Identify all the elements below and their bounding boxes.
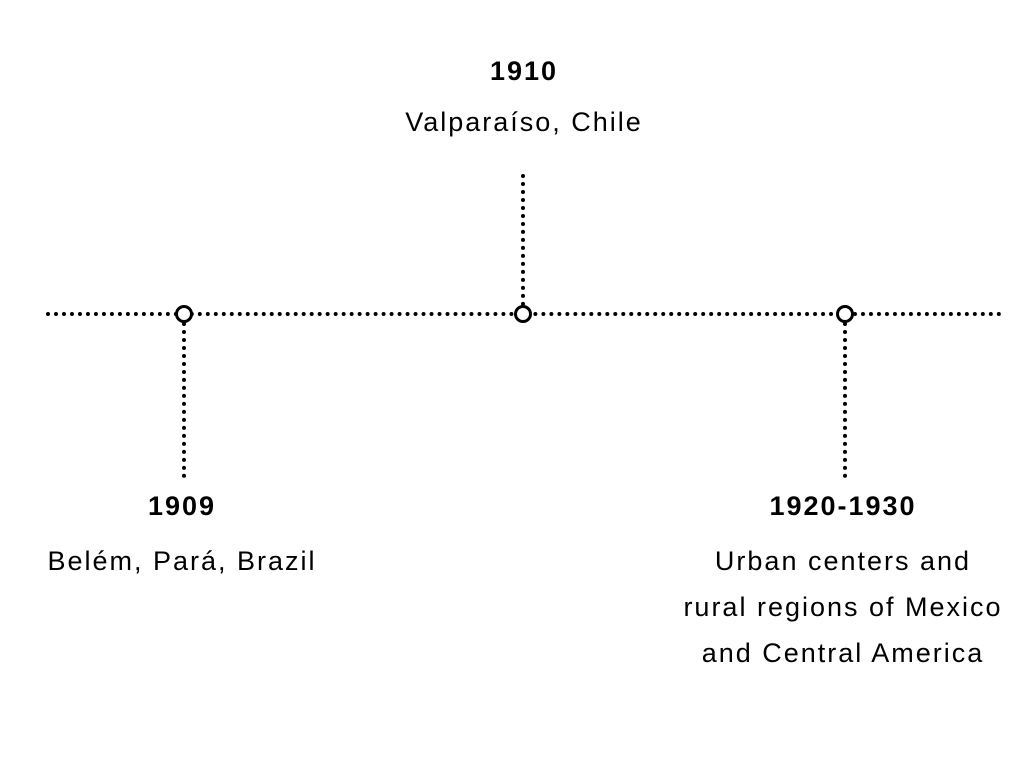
event-place-1909: Belém, Pará, Brazil (47, 546, 317, 576)
event-place-1910: Valparaíso, Chile (405, 107, 643, 137)
event-node-1909 (175, 305, 193, 323)
connector-1910 (521, 174, 525, 306)
event-year-1920-1930: 1920-1930 (769, 491, 917, 521)
connector-1920-1930 (843, 322, 847, 478)
event-node-1920-1930 (836, 305, 854, 323)
event-year-1910: 1910 (489, 56, 559, 86)
connector-1909 (182, 322, 186, 478)
event-place-1920-1930: Urban centers and rural regions of Mexic… (683, 546, 1003, 668)
event-year-1909: 1909 (147, 491, 217, 521)
event-node-1910 (514, 305, 532, 323)
